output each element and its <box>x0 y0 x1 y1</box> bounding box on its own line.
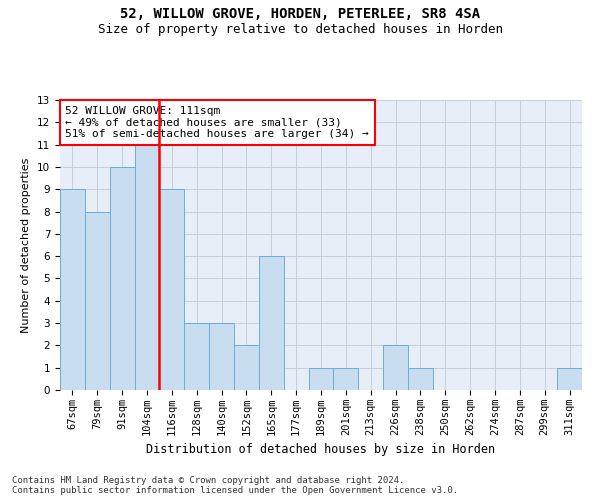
Bar <box>134 144 160 390</box>
Bar <box>160 189 184 390</box>
Bar <box>110 167 134 390</box>
Text: Size of property relative to detached houses in Horden: Size of property relative to detached ho… <box>97 22 503 36</box>
Bar <box>259 256 284 390</box>
Bar <box>85 212 110 390</box>
Text: 52 WILLOW GROVE: 111sqm
← 49% of detached houses are smaller (33)
51% of semi-de: 52 WILLOW GROVE: 111sqm ← 49% of detache… <box>65 106 369 139</box>
Bar <box>334 368 358 390</box>
Bar <box>209 323 234 390</box>
Bar <box>184 323 209 390</box>
Bar <box>60 189 85 390</box>
Text: Contains HM Land Registry data © Crown copyright and database right 2024.
Contai: Contains HM Land Registry data © Crown c… <box>12 476 458 495</box>
Text: 52, WILLOW GROVE, HORDEN, PETERLEE, SR8 4SA: 52, WILLOW GROVE, HORDEN, PETERLEE, SR8 … <box>120 8 480 22</box>
Y-axis label: Number of detached properties: Number of detached properties <box>22 158 31 332</box>
Bar <box>557 368 582 390</box>
Bar <box>383 346 408 390</box>
Bar <box>308 368 334 390</box>
Bar <box>408 368 433 390</box>
Text: Distribution of detached houses by size in Horden: Distribution of detached houses by size … <box>146 442 496 456</box>
Bar <box>234 346 259 390</box>
